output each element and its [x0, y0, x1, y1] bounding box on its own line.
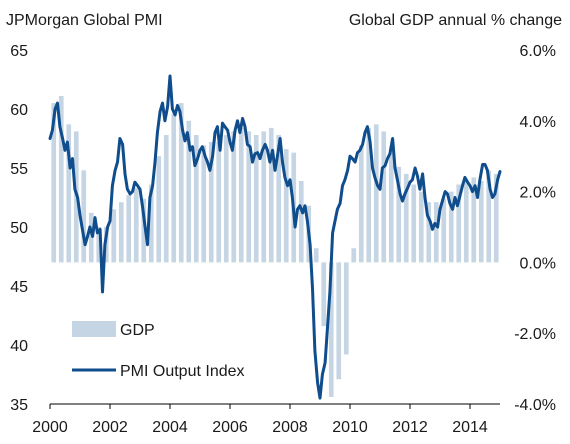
right-axis-tick-label: 0.0% — [520, 255, 556, 272]
left-axis-tick-label: 50 — [10, 220, 28, 237]
left-axis-tick-label: 45 — [10, 279, 28, 296]
gdp-bar — [246, 131, 252, 263]
gdp-bar — [418, 191, 424, 263]
gdp-bar — [253, 134, 259, 263]
legend-label-gdp: GDP — [120, 322, 155, 339]
gdp-bar — [328, 262, 334, 397]
gdp-bar — [126, 195, 132, 263]
gdp-bar — [463, 180, 469, 263]
left-axis-tick-label: 55 — [10, 161, 28, 178]
gdp-bar — [321, 262, 327, 327]
gdp-bar — [171, 113, 177, 263]
gdp-bar — [336, 262, 342, 380]
gdp-bar — [298, 180, 304, 263]
gdp-bar — [448, 191, 454, 263]
gdp-bar — [313, 248, 319, 263]
title-right: Global GDP annual % change — [349, 12, 562, 29]
x-tick-label: 2000 — [32, 419, 68, 436]
gdp-bar — [276, 134, 282, 263]
gdp-bar — [193, 134, 199, 263]
gdp-bar — [223, 134, 229, 263]
title-left: JPMorgan Global PMI — [6, 12, 163, 29]
gdp-bar — [88, 212, 94, 263]
gdp-bar — [51, 103, 57, 263]
right-axis-tick-label: 2.0% — [520, 185, 556, 202]
x-tick-label: 2008 — [272, 419, 308, 436]
gdp-bar — [358, 145, 364, 263]
x-tick-label: 2004 — [152, 419, 188, 436]
gdp-bar — [141, 198, 147, 263]
pmi-output-series-line — [48, 74, 502, 400]
right-axis-tick-label: -2.0% — [514, 326, 556, 343]
legend-label-pmi: PMI Output Index — [120, 363, 245, 380]
gdp-bar — [81, 170, 87, 263]
gdp-bar — [268, 127, 274, 263]
legend-swatch-gdp — [72, 321, 116, 337]
x-tick-label: 2006 — [212, 419, 248, 436]
gdp-bar — [381, 131, 387, 263]
gdp-bar — [403, 173, 409, 263]
gdp-bar — [111, 209, 117, 263]
left-axis-tick-label: 65 — [10, 43, 28, 60]
left-axis-tick-label: 60 — [10, 102, 28, 119]
gdp-bar — [96, 227, 102, 263]
gdp-bar — [441, 198, 447, 263]
gdp-bar — [118, 202, 124, 263]
gdp-bar — [163, 134, 169, 263]
gdp-bar — [493, 173, 499, 263]
gdp-bar — [366, 127, 372, 263]
right-axis-tick-label: 6.0% — [520, 43, 556, 60]
gdp-bar — [148, 184, 154, 263]
gdp-bar — [388, 149, 394, 263]
gdp-bar — [58, 96, 64, 263]
gdp-bar — [133, 188, 139, 263]
gdp-bar — [186, 120, 192, 263]
right-axis-tick-label: 4.0% — [520, 114, 556, 131]
gdp-bar — [238, 127, 244, 263]
gdp-bar — [208, 142, 214, 263]
left-axis-tick-label: 35 — [10, 397, 28, 414]
x-tick-label: 2010 — [332, 419, 368, 436]
right-axis-tick-label: -4.0% — [514, 397, 556, 414]
axes: 2000 2002 2004 2006 2008 2010 2012 2014 65 60 55 50… — [10, 43, 556, 436]
x-tick-label: 2012 — [392, 419, 428, 436]
x-tick-label: 2002 — [92, 419, 128, 436]
gdp-bar — [66, 124, 72, 263]
gdp-bar — [156, 156, 162, 263]
gdp-bar — [343, 262, 349, 355]
gdp-bar — [201, 145, 207, 263]
gdp-bar — [478, 180, 484, 263]
gdp-bars — [51, 96, 499, 397]
gdp-bar — [178, 103, 184, 263]
gdp-bar — [373, 124, 379, 263]
gdp-bar — [486, 170, 492, 263]
gdp-bar — [261, 131, 267, 263]
gdp-bar — [471, 177, 477, 263]
gdp-bar — [231, 131, 237, 263]
left-axis-tick-label: 40 — [10, 338, 28, 355]
gdp-bar — [351, 248, 357, 263]
pmi-line — [48, 74, 502, 400]
gdp-bar — [396, 166, 402, 263]
gdp-bar — [456, 184, 462, 263]
gdp-bar — [216, 142, 222, 263]
gdp-bar — [283, 149, 289, 263]
gdp-bar — [433, 202, 439, 263]
legend: GDP PMI Output Index — [72, 321, 245, 380]
gdp-bar — [426, 202, 432, 263]
x-tick-label: 2014 — [452, 419, 488, 436]
gdp-bar — [411, 184, 417, 263]
